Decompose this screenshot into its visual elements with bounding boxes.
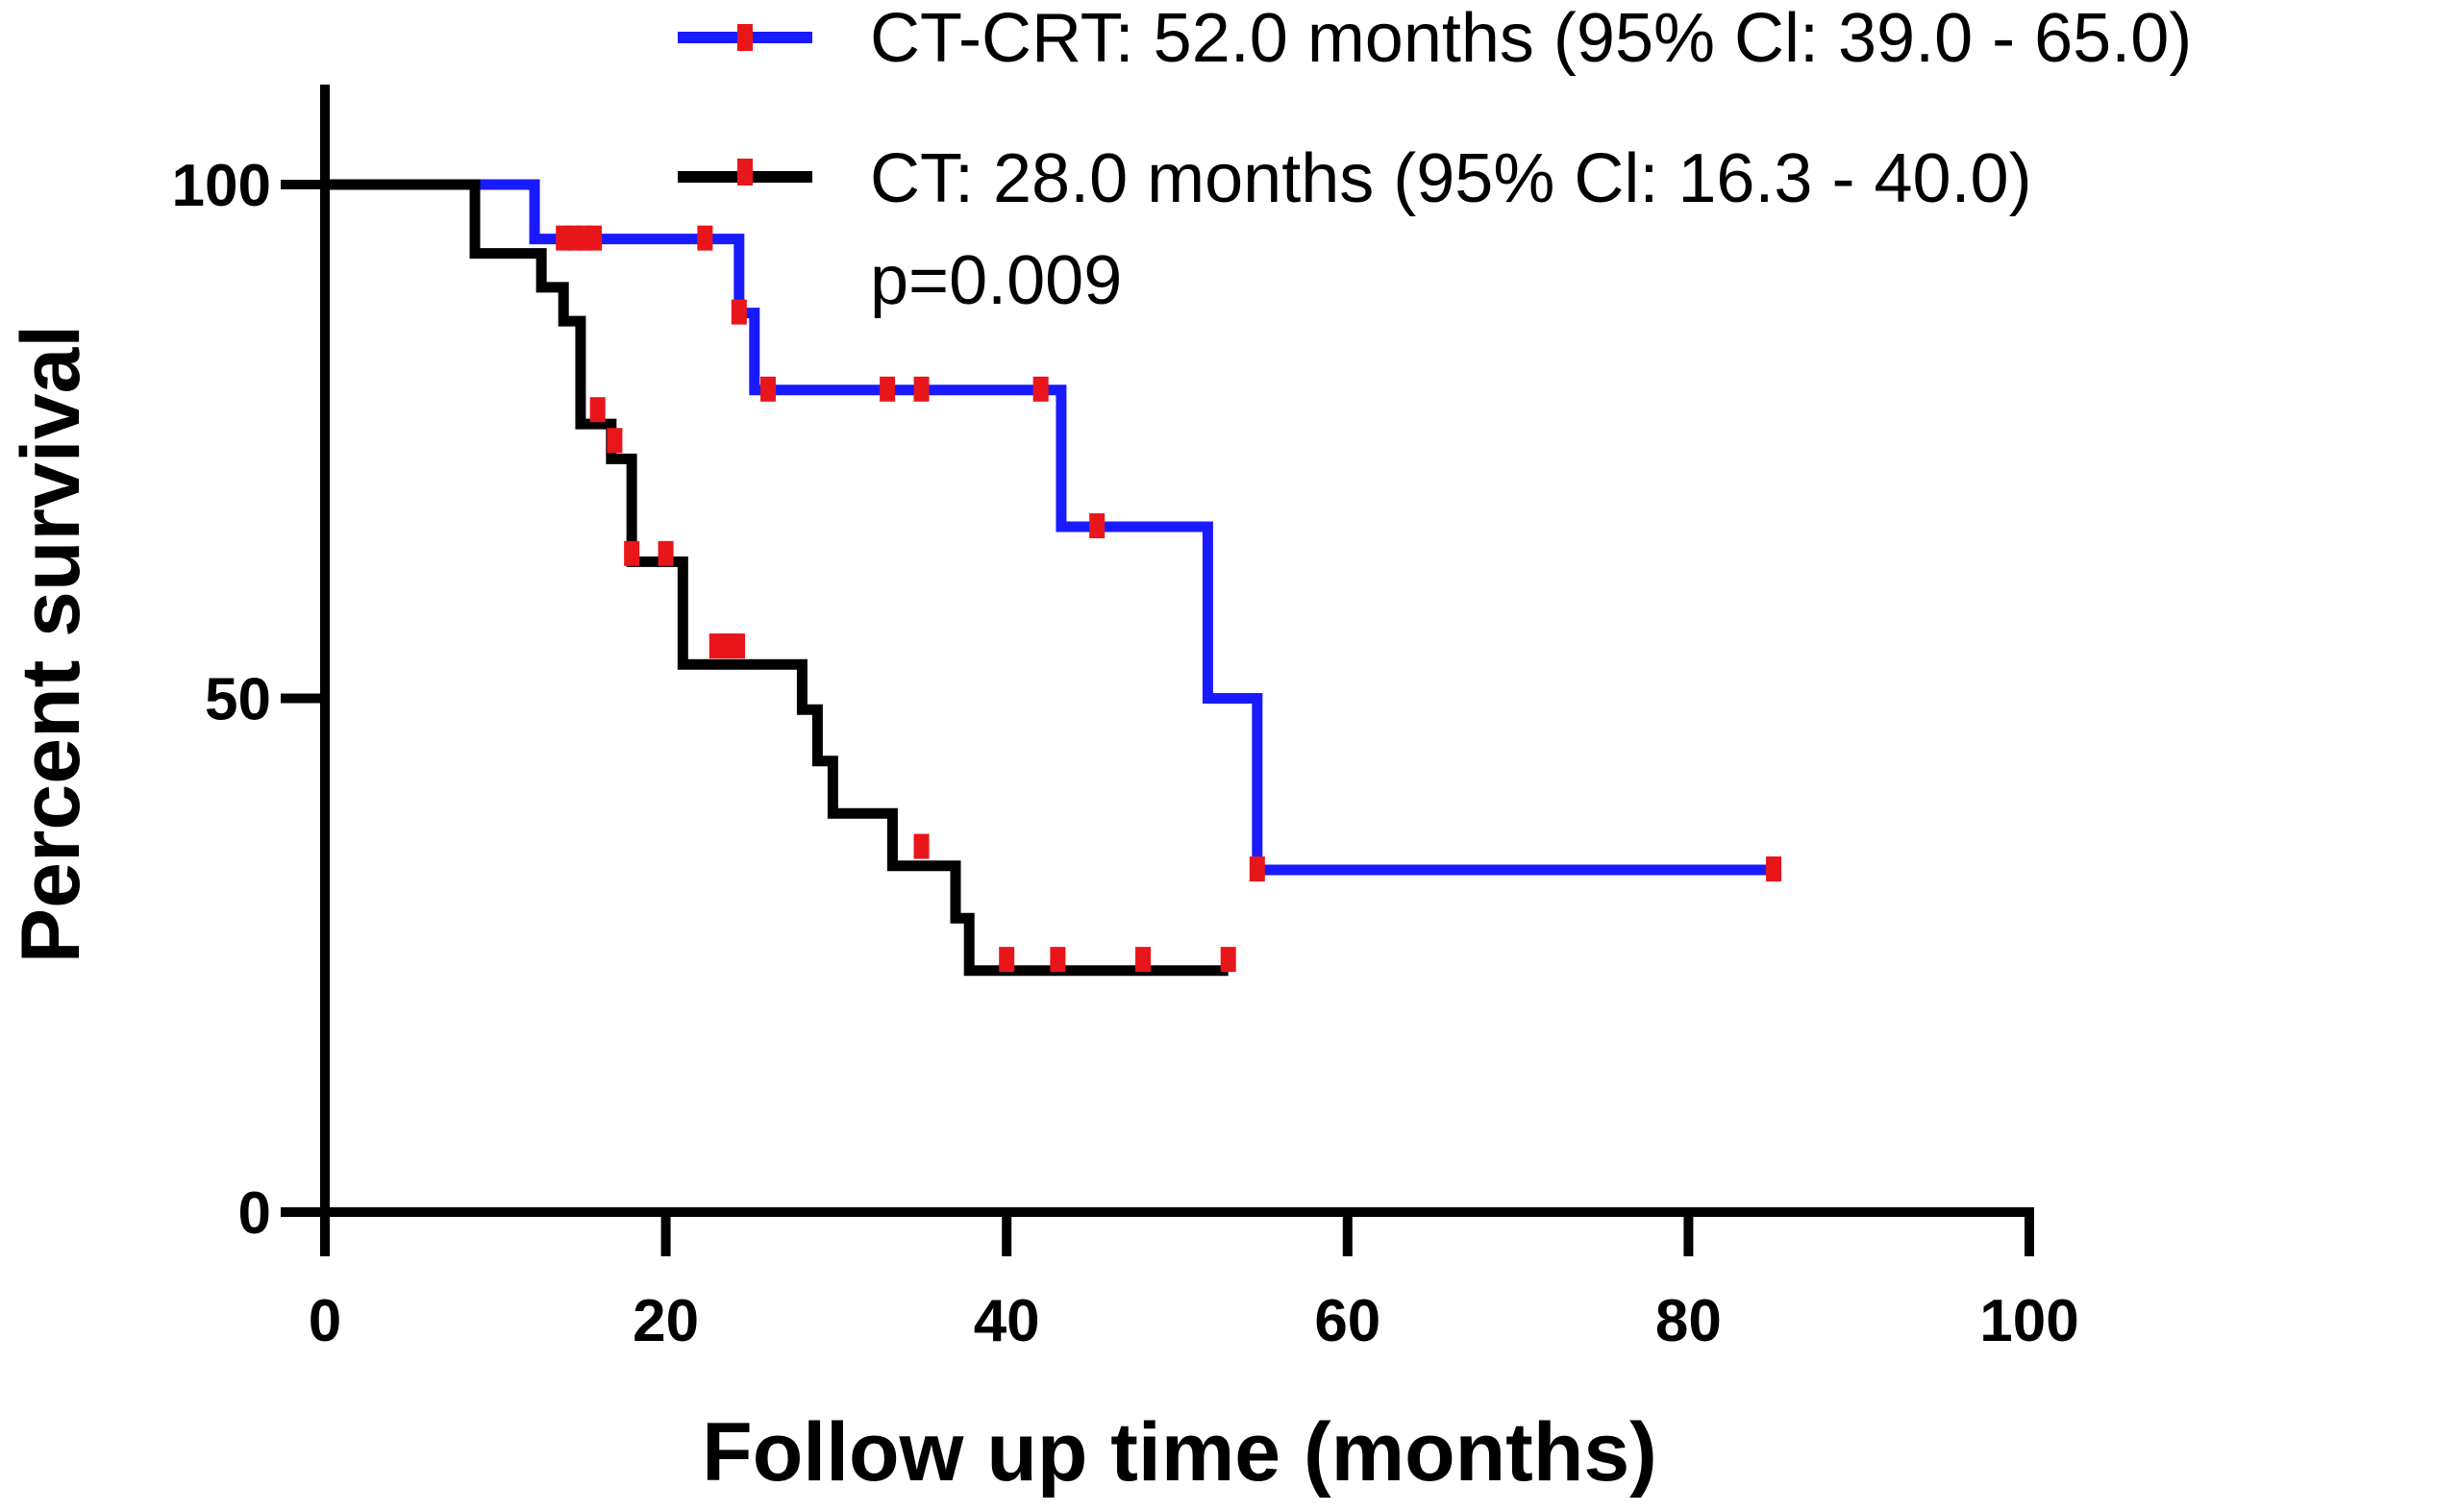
legend-marker-ct-crt [737, 24, 753, 51]
y-tick-label: 100 [172, 153, 271, 219]
x-tick-label: 80 [1655, 1288, 1722, 1354]
censor-mark-ct-crt [731, 299, 747, 325]
survival-curve-ct [325, 179, 1229, 977]
censor-mark-ct [607, 428, 623, 454]
y-axis-title: Percent survival [5, 325, 97, 963]
x-tick-label: 60 [1314, 1288, 1380, 1354]
x-axis-title: Follow up time (months) [702, 1406, 1657, 1499]
censor-mark-ct-crt [1249, 856, 1265, 882]
x-ticks: 0 20 40 60 80 100 [309, 1212, 2079, 1354]
censor-mark-ct [999, 947, 1015, 973]
censor-mark-ct-crt [1032, 376, 1049, 402]
legend: CT-CRT: 52.0 months (95% Cl: 39.0 - 65.0… [678, 0, 2192, 319]
censor-mark-ct [589, 397, 606, 423]
legend-marker-ct [737, 159, 753, 186]
censor-mark-ct-crt [697, 225, 713, 251]
censor-mark-ct [1220, 947, 1236, 973]
censor-mark-ct [658, 540, 674, 566]
x-tick-label: 40 [974, 1288, 1040, 1354]
series-layer [325, 179, 1782, 977]
x-tick-label: 20 [633, 1288, 699, 1354]
censor-mark-ct-crt [1089, 512, 1106, 538]
x-tick-label: 0 [309, 1288, 341, 1354]
legend-label-ct: CT: 28.0 months (95% Cl: 16.3 - 40.0) [870, 140, 2032, 217]
censor-mark-ct [624, 540, 640, 566]
p-value: p=0.009 [870, 242, 1122, 319]
censor-mark-ct [1050, 947, 1066, 973]
censor-mark-ct-crt [1766, 856, 1782, 882]
censor-mark-ct-crt [586, 225, 603, 251]
censor-mark-ct-crt [880, 376, 896, 402]
x-tick-label: 100 [1979, 1288, 2078, 1354]
censor-mark-ct [1135, 947, 1152, 973]
censor-mark-ct [913, 833, 930, 859]
axes: 0 20 40 60 80 100 0 50 100 Follow up time (mont… [5, 85, 2079, 1499]
legend-label-ct-crt: CT-CRT: 52.0 months (95% Cl: 39.0 - 65.0… [870, 0, 2192, 77]
y-tick-label: 0 [238, 1180, 271, 1247]
censor-mark-ct [730, 633, 746, 659]
y-ticks: 0 50 100 [172, 153, 325, 1247]
y-tick-label: 50 [205, 667, 271, 733]
censor-mark-ct-crt [759, 376, 776, 402]
censor-mark-ct-crt [913, 376, 930, 402]
